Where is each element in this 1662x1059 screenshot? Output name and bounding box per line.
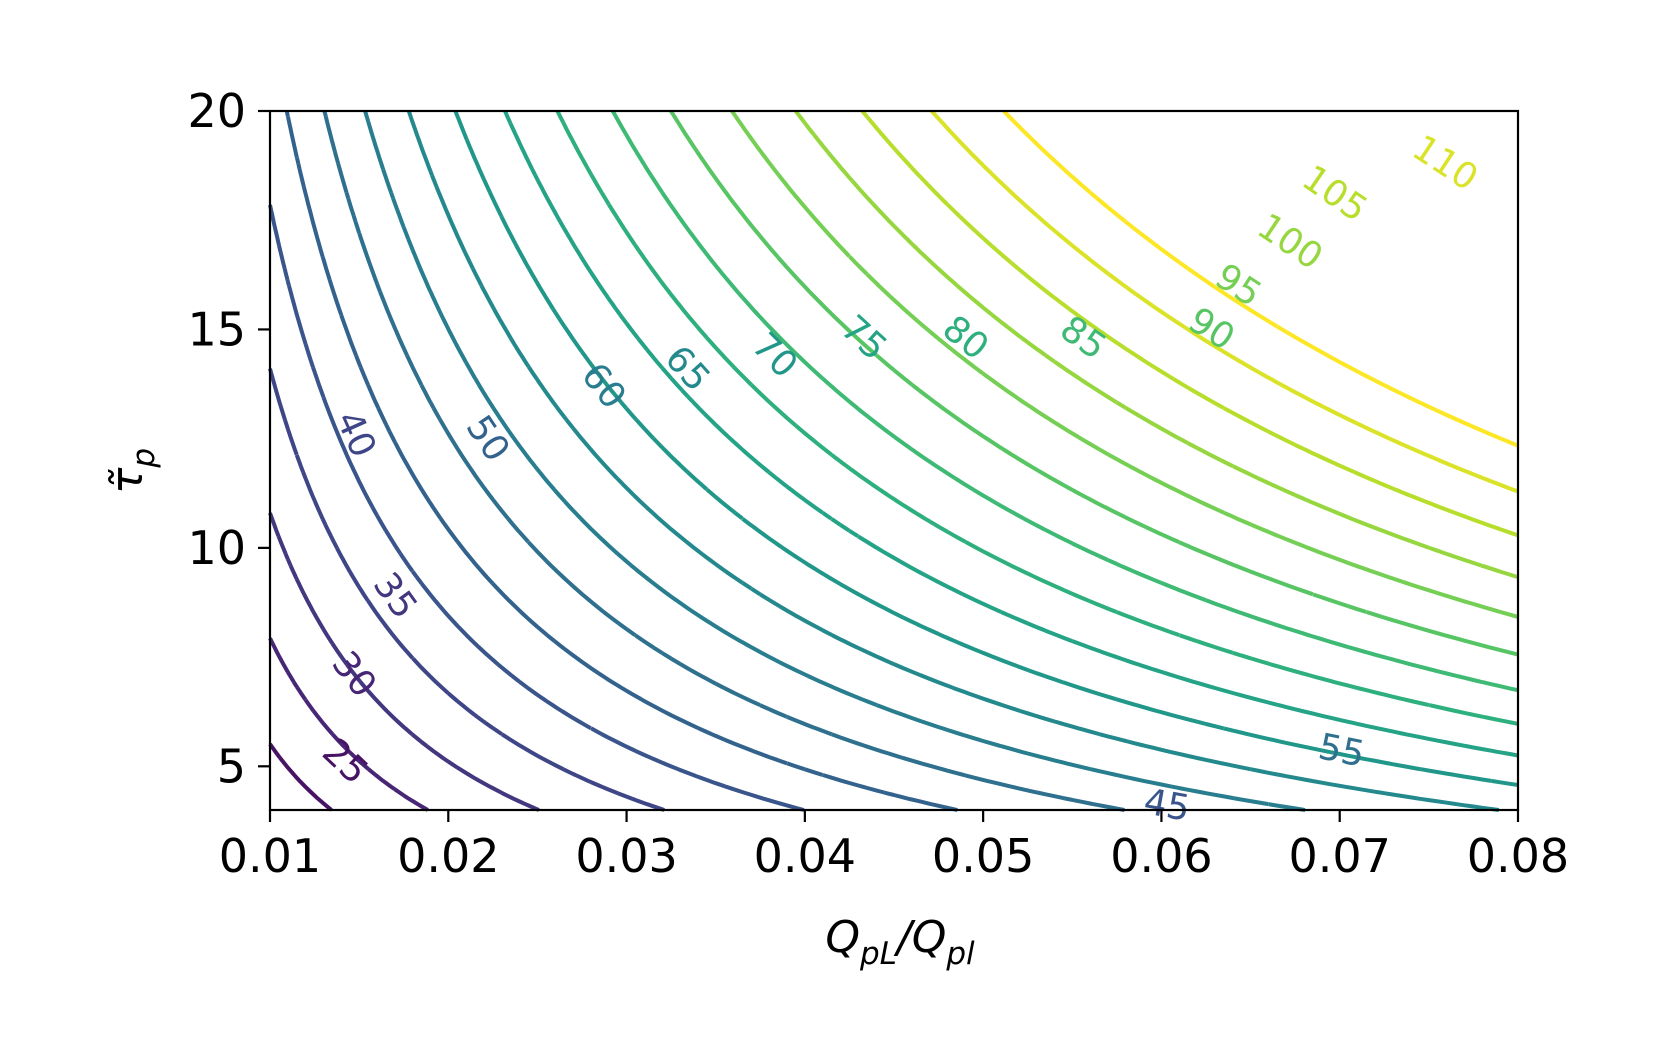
- contour-line-55: [322, 110, 1125, 812]
- contour-lines: [268, 109, 1519, 812]
- contour-label-45: 45: [1141, 781, 1193, 829]
- contour-line-65: [406, 110, 1500, 812]
- contour-line-90: [669, 109, 1519, 657]
- contour-line-110: [930, 109, 1519, 494]
- y-tick-label: 10: [187, 521, 246, 575]
- y-tick-label: 15: [187, 302, 246, 356]
- contour-line-85: [611, 110, 1519, 693]
- x-tick-label: 0.02: [397, 829, 499, 883]
- contour-label-55: 55: [1315, 726, 1368, 775]
- contour-line-35: [268, 512, 540, 812]
- contour-line-50: [284, 110, 958, 812]
- contour-line-115: [1002, 109, 1519, 448]
- y-tick-label: 5: [217, 739, 246, 793]
- contour-line-105: [860, 109, 1519, 538]
- contour-line-95: [730, 109, 1519, 619]
- x-tick-label: 0.07: [1289, 829, 1391, 883]
- contour-line-80: [555, 110, 1519, 726]
- contour-line-30: [268, 637, 429, 812]
- y-axis-label: τ̃p: [102, 448, 162, 494]
- x-tick-label: 0.08: [1467, 829, 1569, 883]
- x-axis-label: QpL/Qpl: [825, 912, 975, 972]
- x-tick-label: 0.01: [219, 829, 321, 883]
- contour-line-25: [268, 742, 333, 812]
- x-axis-ticks: 0.01 0.02 0.03 0.04 0.05 0.06 0.07 0.08: [219, 810, 1569, 883]
- x-tick-label: 0.04: [754, 829, 856, 883]
- contour-line-75: [503, 110, 1519, 758]
- x-tick-label: 0.06: [1110, 829, 1212, 883]
- contour-line-40: [268, 368, 665, 812]
- axes-frame: [268, 109, 1520, 812]
- y-axis-ticks: 5 10 15 20: [187, 84, 270, 793]
- x-tick-label: 0.03: [575, 829, 677, 883]
- x-tick-label: 0.05: [932, 829, 1034, 883]
- contour-line-70: [453, 110, 1519, 787]
- y-tick-label: 20: [187, 84, 246, 138]
- contour-line-60: [363, 110, 1306, 812]
- contour-line-45: [268, 204, 805, 812]
